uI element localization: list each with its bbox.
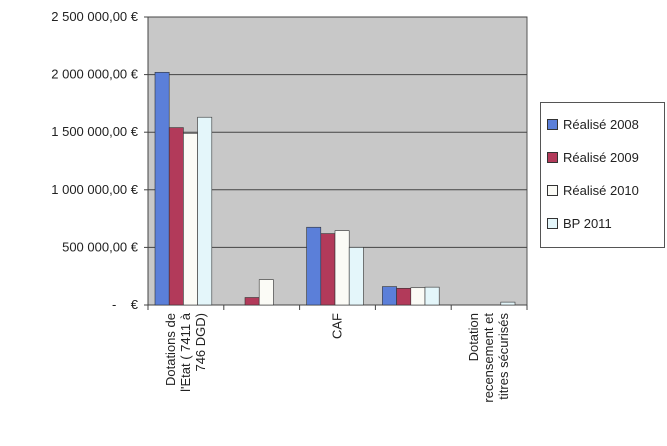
category-label: titres sécurisés bbox=[496, 313, 511, 400]
legend-swatch bbox=[547, 218, 558, 229]
bar-realise-2008 bbox=[154, 71, 170, 306]
legend-item: Réalisé 2010 bbox=[541, 174, 664, 207]
bar-realise-2010 bbox=[334, 230, 350, 306]
bar-realise-2010 bbox=[258, 279, 274, 306]
category-label: 746 DGD) bbox=[193, 313, 208, 372]
bar-bp-2011 bbox=[424, 286, 440, 306]
bar-bp-2011 bbox=[348, 247, 364, 306]
legend-label: BP 2011 bbox=[563, 216, 612, 231]
bar-realise-2009 bbox=[396, 287, 412, 306]
legend-swatch bbox=[547, 185, 558, 196]
legend-item: BP 2011 bbox=[541, 207, 664, 240]
bar-realise-2009 bbox=[168, 127, 184, 306]
y-tick-label: 2 500 000,00 € bbox=[51, 9, 139, 24]
y-tick-label: 1 500 000,00 € bbox=[51, 124, 139, 139]
bar-realise-2009 bbox=[244, 297, 260, 306]
bar-realise-2010 bbox=[410, 287, 426, 306]
legend-item: Réalisé 2008 bbox=[541, 108, 664, 141]
bar-realise-2008 bbox=[382, 286, 397, 306]
category-label: Dotations de bbox=[163, 313, 178, 386]
y-tick-label: - € bbox=[112, 297, 139, 312]
y-tick-label: 500 000,00 € bbox=[62, 239, 139, 254]
legend-label: Réalisé 2010 bbox=[563, 183, 639, 198]
bar-realise-2008 bbox=[306, 226, 322, 306]
y-tick-label: 1 000 000,00 € bbox=[51, 182, 139, 197]
legend-swatch bbox=[547, 152, 558, 163]
category-label: recensement et bbox=[481, 313, 496, 403]
bar-realise-2010 bbox=[183, 133, 198, 306]
bar-realise-2009 bbox=[320, 233, 336, 306]
bar-bp-2011 bbox=[197, 116, 213, 306]
bar-bp-2011 bbox=[500, 301, 516, 306]
category-label: l'Etat ( 7411 à bbox=[178, 312, 193, 392]
legend-swatch bbox=[547, 119, 558, 130]
category-label: Dotation bbox=[466, 313, 481, 361]
category-label: CAF bbox=[330, 313, 345, 339]
y-tick-label: 2 000 000,00 € bbox=[51, 67, 139, 82]
legend-label: Réalisé 2008 bbox=[563, 117, 639, 132]
chart-legend: Réalisé 2008 Réalisé 2009 Réalisé 2010 BP 2… bbox=[540, 102, 665, 248]
legend-item: Réalisé 2009 bbox=[541, 141, 664, 174]
legend-label: Réalisé 2009 bbox=[563, 150, 639, 165]
